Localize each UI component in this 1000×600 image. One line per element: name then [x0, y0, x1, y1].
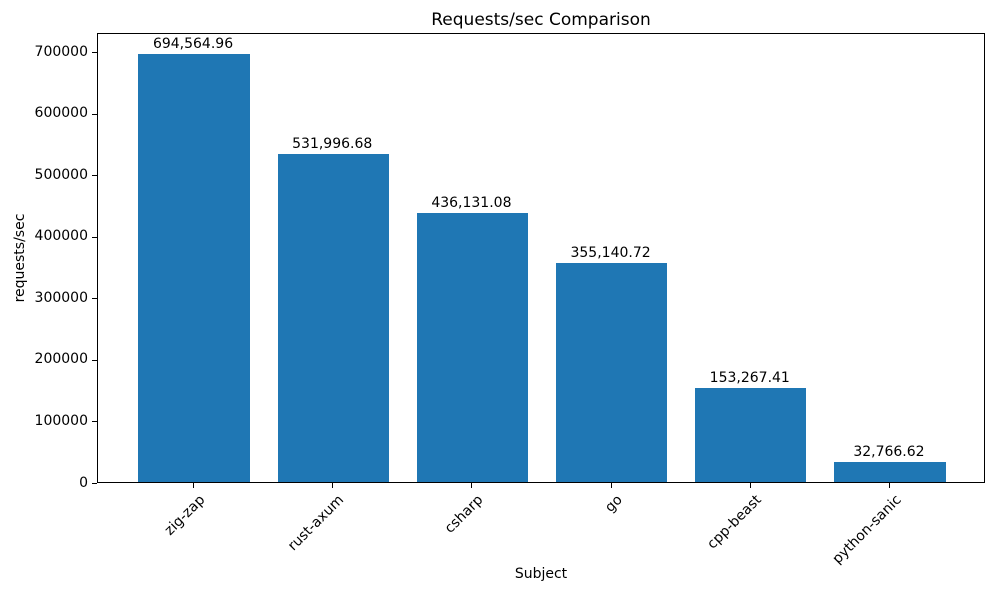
x-tick-label-rust-axum: rust-axum [285, 492, 348, 555]
bar-value-label: 355,140.72 [570, 245, 651, 262]
x-tick-mark [332, 483, 334, 488]
x-tick-label-python-sanic: python-sanic [829, 492, 905, 568]
bar-rust-axum [277, 154, 389, 482]
y-tick-mark [92, 175, 97, 177]
y-tick-mark [92, 359, 97, 361]
x-tick-label-cpp-beast: cpp-beast [704, 492, 766, 553]
bar-zig-zap [138, 54, 250, 482]
bar-value-label: 436,131.08 [431, 195, 512, 212]
bar-value-label: 531,996.68 [292, 136, 373, 153]
y-tick-label: 0 [79, 474, 88, 491]
x-tick-mark [888, 483, 890, 488]
bar-go [555, 263, 668, 482]
bar-python-sanic [834, 461, 946, 482]
y-tick-label: 700000 [34, 43, 88, 60]
bar-value-label: 32,766.62 [853, 443, 925, 460]
y-tick-label: 500000 [34, 166, 88, 183]
y-tick-label: 200000 [34, 351, 88, 368]
plot-area [97, 33, 985, 483]
x-axis-label: Subject [514, 566, 568, 582]
x-tick-label-zig-zap: zig-zap [161, 492, 209, 539]
bar-csharp [416, 213, 529, 482]
y-tick-mark [92, 236, 97, 238]
x-tick-mark [610, 483, 612, 488]
y-tick-label: 600000 [34, 105, 88, 122]
bar-value-label: 153,267.41 [709, 369, 790, 386]
chart-title: Requests/sec Comparison [431, 10, 651, 30]
x-tick-mark [193, 483, 195, 488]
y-tick-mark [92, 483, 97, 484]
y-tick-label: 300000 [34, 289, 88, 306]
bar-cpp-beast [695, 387, 807, 482]
y-tick-mark [92, 52, 97, 54]
y-tick-mark [92, 421, 97, 423]
y-tick-mark [92, 113, 97, 115]
x-tick-label-go: go [602, 492, 626, 516]
y-tick-mark [92, 298, 97, 300]
bar-value-label: 694,564.96 [152, 36, 234, 53]
x-tick-mark [749, 483, 751, 488]
x-tick-mark [471, 483, 473, 488]
y-tick-label: 400000 [34, 228, 88, 245]
y-tick-label: 100000 [34, 412, 88, 429]
x-tick-label-csharp: csharp [442, 492, 487, 537]
